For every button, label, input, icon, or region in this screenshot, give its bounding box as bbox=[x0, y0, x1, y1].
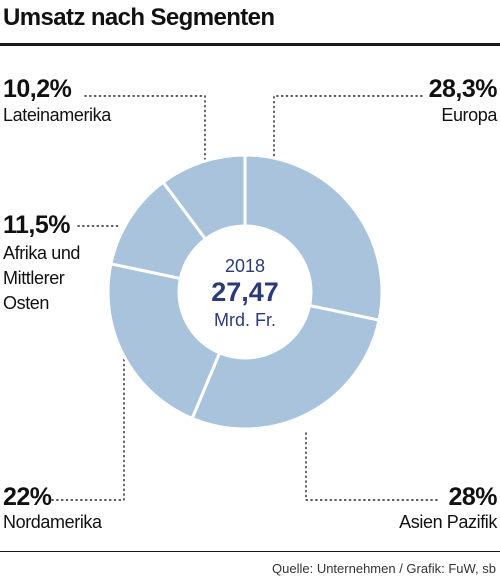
center-total: 27,47 bbox=[211, 277, 279, 307]
slice-asien-pazifik bbox=[190, 303, 381, 431]
label-asien-name: Asien Pazifik bbox=[399, 512, 497, 532]
footer-rule bbox=[0, 551, 500, 552]
leader-asien bbox=[305, 429, 438, 501]
source-note: Quelle: Unternehmen / Grafik: FuW, sb bbox=[272, 561, 496, 576]
label-lateinamerika-pct: 10,2% bbox=[3, 75, 72, 103]
label-lateinamerika-name: Lateinamerika bbox=[3, 105, 111, 125]
label-nordamerika-name: Nordamerika bbox=[3, 512, 102, 532]
label-afrika-pct: 11,5% bbox=[3, 211, 71, 239]
leader-nordamerika bbox=[51, 349, 125, 501]
slice-europa bbox=[243, 153, 384, 322]
label-afrika-name-line1: Afrika und bbox=[3, 243, 81, 263]
title-rule bbox=[0, 43, 500, 46]
label-europa-name: Europa bbox=[441, 105, 497, 125]
center-unit: Mrd. Fr. bbox=[214, 310, 276, 330]
label-asien-pct: 28% bbox=[448, 483, 497, 511]
leader-europa bbox=[273, 95, 423, 161]
chart-title: Umsatz nach Segmenten bbox=[3, 4, 275, 31]
label-afrika-name-line3: Osten bbox=[3, 293, 50, 313]
leader-lateinamerika bbox=[84, 95, 206, 161]
center-text: 2018 27,47 Mrd. Fr. bbox=[211, 256, 279, 330]
slice-lateinamerika bbox=[160, 153, 247, 242]
label-nordamerika-pct: 22% bbox=[3, 483, 52, 511]
label-afrika-name-line2: Mittlerer bbox=[3, 268, 65, 288]
center-year: 2018 bbox=[225, 256, 265, 276]
leader-lines bbox=[51, 95, 438, 501]
label-europa-pct: 28,3% bbox=[428, 75, 498, 103]
slice-nordamerika bbox=[106, 262, 222, 421]
donut-slices bbox=[106, 153, 384, 431]
